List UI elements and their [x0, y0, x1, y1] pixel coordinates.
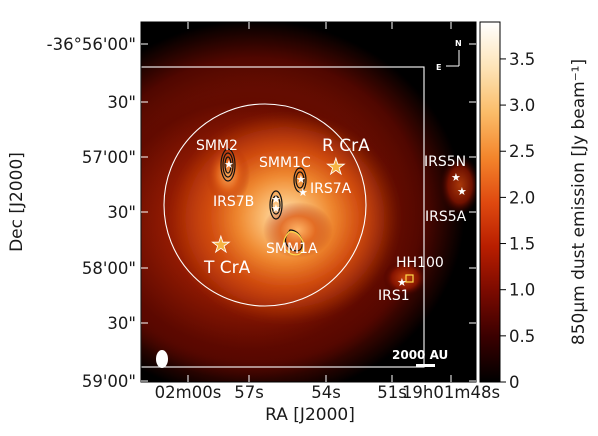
y-tick-label: 58'00" — [82, 259, 136, 278]
compass: N E — [436, 39, 462, 72]
compass-north: N — [455, 39, 462, 48]
irs5a-star: ★ — [457, 185, 467, 198]
y-tick-label: 30" — [107, 203, 136, 222]
label-irs1: IRS1 — [378, 288, 410, 304]
colorbar-tick-label: 2.0 — [509, 188, 535, 207]
scalebar-label: 2000 AU — [392, 348, 448, 362]
smm1c-star: ★ — [296, 173, 306, 186]
smm1a-contour — [282, 231, 304, 256]
source-markers: ★ ★ ★ ★ ★ ★ ★ ★ — [224, 158, 467, 289]
colorbar-tick-label: 3.0 — [509, 96, 535, 115]
scalebar: 2000 AU — [392, 348, 448, 367]
x-tick-label: 54s — [311, 383, 341, 402]
colorbar-tick-label: 0.5 — [509, 327, 535, 346]
x-axis-label: RA [J2000] — [265, 405, 355, 425]
colorbar-tick-label: 1.0 — [509, 281, 535, 300]
emission-map — [141, 22, 476, 382]
colorbar — [479, 21, 501, 383]
label-smm2: SMM2 — [196, 138, 238, 154]
label-irs5n: IRS5N — [424, 154, 466, 170]
colorbar-tick-label: 0 — [509, 373, 520, 392]
colorbar-ticks: 0 0.5 1.0 1.5 2.0 2.5 3.0 3.5 — [500, 50, 535, 392]
source-labels: SMM2 R CrA SMM1C IRS7B IRS7A SMM1A T CrA… — [196, 136, 467, 304]
colorbar-tick-label: 1.5 — [509, 235, 535, 254]
y-tick-label: -36°56'00" — [47, 35, 136, 54]
y-tick-label: 30" — [107, 93, 136, 112]
label-irs7b: IRS7B — [213, 194, 254, 210]
x-tick-label: 51s — [377, 383, 407, 402]
irs1-star: ★ — [397, 276, 407, 289]
x-tick-label: 02m00s — [155, 383, 222, 402]
colorbar-tick-label: 3.5 — [509, 50, 535, 69]
tcra-star: ★ — [211, 233, 231, 258]
label-irs5a: IRS5A — [425, 209, 467, 225]
label-tcra: T CrA — [203, 258, 251, 278]
y-axis: -36°56'00" 30" 57'00" 30" 58'00" 30" 59'00" — [47, 35, 476, 391]
contours — [220, 148, 307, 252]
colorbar-tick-label: 2.5 — [509, 142, 535, 161]
smm2-star: ★ — [224, 158, 234, 171]
hh100-marker — [405, 274, 414, 283]
irs7b-star-2: ★ — [271, 202, 281, 215]
compass-east: E — [436, 63, 441, 72]
y-tick-label: 59'00" — [82, 372, 136, 391]
y-tick-label: 57'00" — [82, 148, 136, 167]
label-irs7a: IRS7A — [310, 181, 352, 197]
colorbar-label: 850μm dust emission [Jy beam⁻¹] — [569, 59, 589, 345]
label-smm1a: SMM1A — [266, 241, 318, 257]
y-tick-label: 30" — [107, 314, 136, 333]
irs5n-star: ★ — [451, 171, 461, 184]
label-rcra: R CrA — [322, 136, 370, 156]
label-smm1c: SMM1C — [259, 155, 311, 171]
beam-ellipse — [156, 350, 168, 368]
x-tick-label: 19h01m48s — [402, 383, 500, 402]
irs7a-star: ★ — [298, 186, 308, 199]
x-tick-label: 57s — [234, 383, 264, 402]
rcra-star: ★ — [326, 155, 346, 180]
map-frame — [140, 21, 477, 383]
y-axis-label: Dec [J2000] — [7, 152, 27, 252]
irs7b-star-1: ★ — [271, 193, 281, 206]
field-circle — [163, 103, 367, 307]
label-hh100: HH100 — [396, 255, 444, 271]
